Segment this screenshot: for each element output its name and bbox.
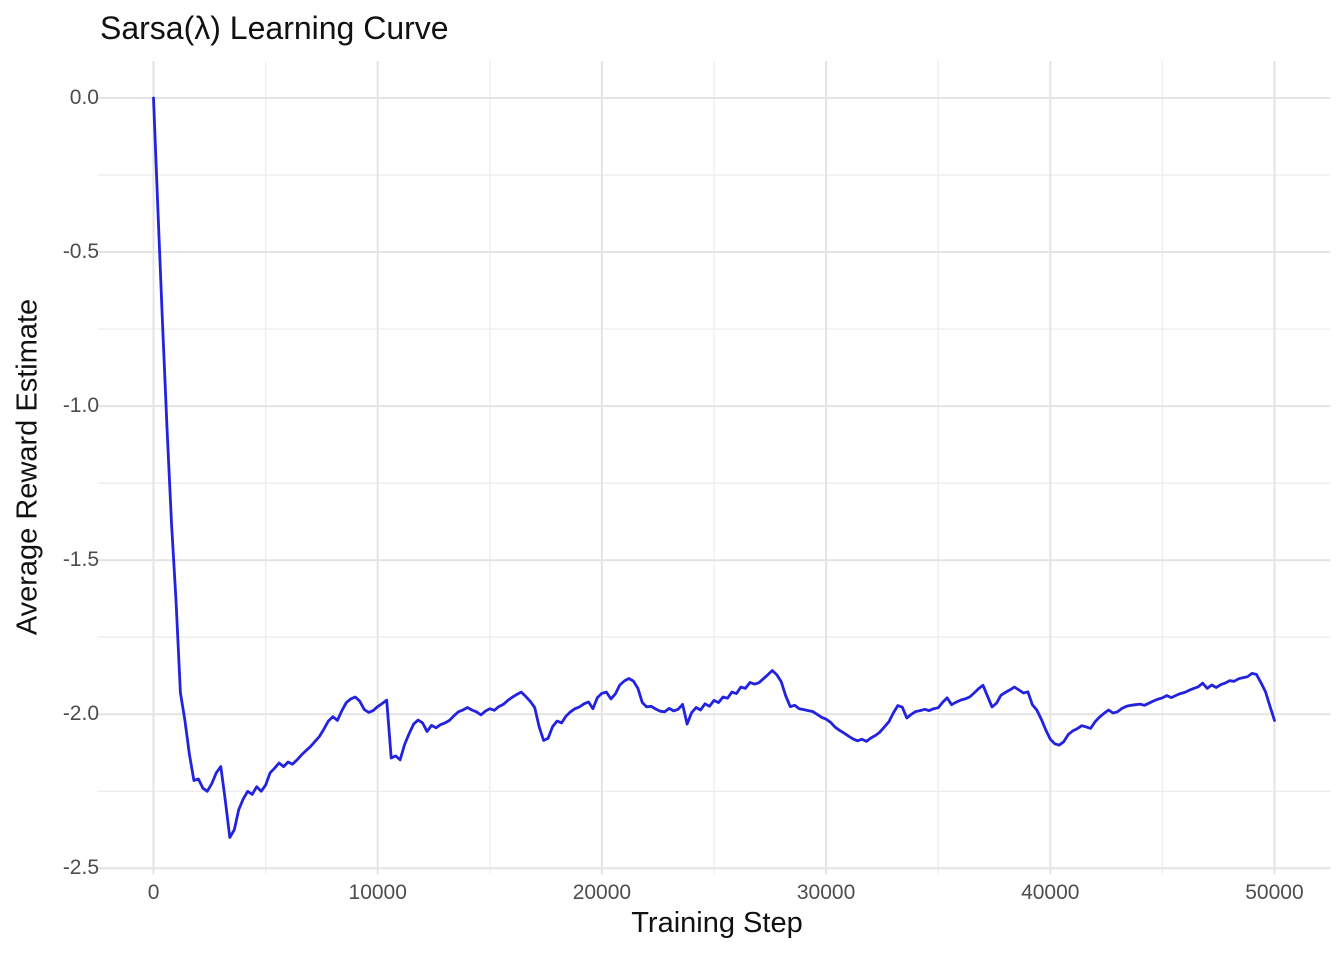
grid-minor-lines [97, 61, 1331, 875]
y-tick-label: -1.0 [62, 394, 99, 418]
x-tick-label: 40000 [1021, 881, 1080, 904]
x-tick-label: 30000 [796, 881, 856, 904]
grid-major-lines [97, 61, 1331, 875]
x-tick-label: 0 [147, 881, 160, 904]
x-tick-label: 50000 [1245, 881, 1304, 904]
x-tick-label: 20000 [572, 881, 632, 904]
y-tick-label: 0.0 [69, 85, 99, 109]
x-tick-label: 10000 [348, 881, 407, 904]
y-tick-label: -2.0 [62, 702, 99, 726]
y-tick-label: -0.5 [62, 240, 99, 264]
learning-curve-line [152, 96, 1276, 839]
x-axis-title: Training Step [631, 907, 803, 939]
y-tick-label: -1.5 [62, 548, 99, 572]
y-tick-label: -2.5 [62, 856, 99, 880]
chart-title: Sarsa(λ) Learning Curve [100, 10, 449, 46]
y-axis-title: Average Reward Estimate [11, 298, 44, 636]
